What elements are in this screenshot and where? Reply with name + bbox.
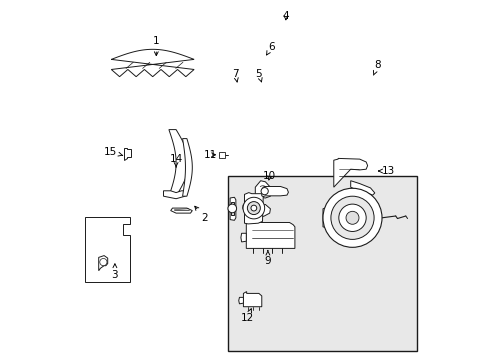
Polygon shape	[238, 297, 243, 304]
Text: 5: 5	[255, 69, 262, 82]
Polygon shape	[163, 191, 185, 199]
Text: 11: 11	[203, 150, 216, 160]
Circle shape	[243, 197, 264, 219]
Bar	[228, 176, 416, 351]
Polygon shape	[255, 204, 270, 223]
Text: 8: 8	[373, 60, 380, 75]
Polygon shape	[182, 139, 192, 196]
Text: 9: 9	[264, 251, 271, 266]
Polygon shape	[246, 221, 294, 248]
Bar	[219, 152, 224, 158]
Circle shape	[261, 188, 268, 195]
Text: 1: 1	[153, 36, 159, 55]
Polygon shape	[255, 181, 270, 198]
Polygon shape	[230, 197, 235, 220]
Polygon shape	[123, 148, 131, 160]
Polygon shape	[242, 203, 244, 212]
Text: 6: 6	[266, 42, 274, 55]
Polygon shape	[322, 208, 326, 228]
Circle shape	[338, 204, 366, 231]
Text: 2: 2	[194, 206, 208, 223]
Polygon shape	[168, 130, 188, 196]
Text: 14: 14	[169, 154, 183, 167]
Circle shape	[247, 202, 260, 215]
Polygon shape	[111, 49, 194, 77]
Text: 15: 15	[104, 147, 122, 157]
Polygon shape	[244, 193, 263, 224]
Polygon shape	[241, 233, 246, 242]
Circle shape	[100, 258, 107, 266]
Text: 10: 10	[263, 171, 276, 181]
Polygon shape	[333, 158, 367, 187]
Circle shape	[346, 211, 358, 224]
Polygon shape	[85, 217, 130, 282]
Text: 13: 13	[378, 166, 394, 176]
Text: 12: 12	[240, 309, 253, 323]
Circle shape	[330, 196, 373, 239]
Circle shape	[227, 204, 236, 213]
Circle shape	[250, 205, 256, 211]
Polygon shape	[243, 292, 261, 307]
Text: 4: 4	[282, 11, 288, 21]
Polygon shape	[230, 202, 233, 215]
Text: 3: 3	[111, 264, 118, 280]
Polygon shape	[350, 181, 374, 195]
Polygon shape	[261, 186, 288, 197]
Circle shape	[322, 188, 381, 247]
Polygon shape	[99, 256, 107, 271]
Polygon shape	[170, 208, 192, 213]
Text: 7: 7	[232, 69, 238, 82]
